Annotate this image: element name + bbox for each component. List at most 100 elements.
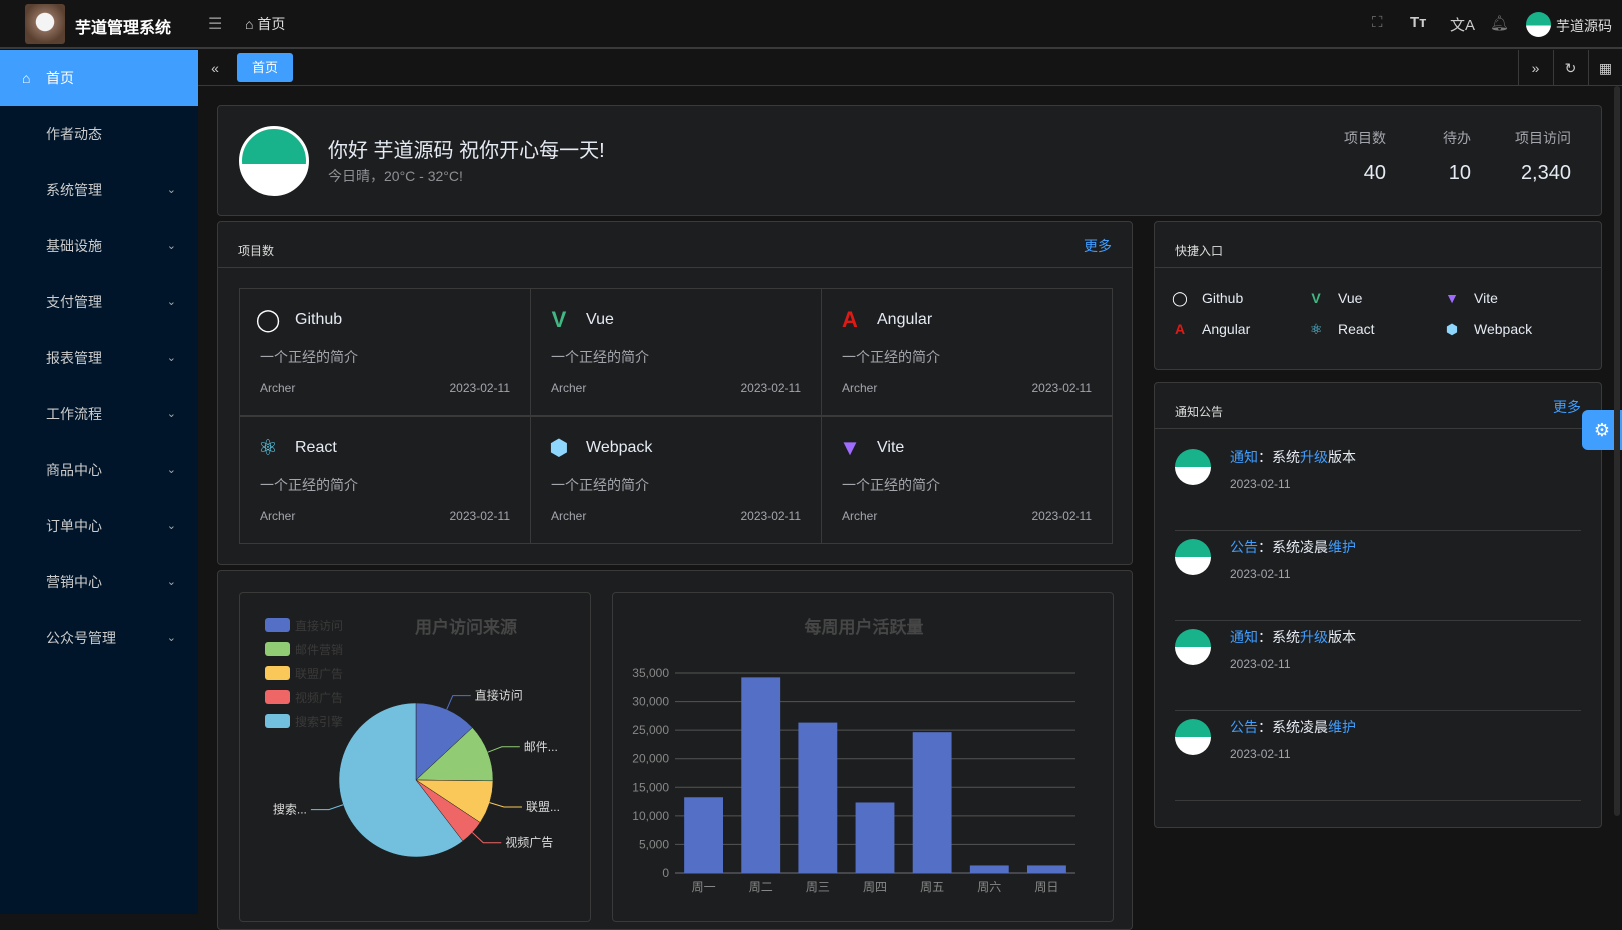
legend-swatch[interactable] [265, 666, 290, 680]
y-tick-label: 5,000 [639, 837, 669, 851]
project-date: 2023-02-11 [449, 381, 511, 395]
sidebar-item[interactable]: 报表管理 ⌄ [0, 330, 198, 386]
breadcrumb[interactable]: ⌂ 首页 [245, 14, 285, 34]
menu-toggle-icon[interactable]: ☰ [208, 16, 223, 33]
notice-date: 2023-02-11 [1230, 657, 1291, 671]
quick-entry-angular[interactable]: A Angular [1170, 321, 1250, 337]
sidebar-item[interactable]: 支付管理 ⌄ [0, 274, 198, 330]
project-author: Archer [842, 381, 878, 395]
bar[interactable] [912, 732, 952, 873]
sidebar-item[interactable]: 营销中心 ⌄ [0, 554, 198, 610]
bar[interactable] [684, 797, 723, 873]
charts-card: 用户访问来源 直接访问 邮件营销 联盟广告 视频广告 搜索引擎 直接访问 邮件... 联盟...… [217, 570, 1133, 930]
notice-date: 2023-02-11 [1230, 477, 1291, 491]
project-desc: 一个正经的简介 [551, 349, 649, 365]
bar[interactable] [741, 677, 781, 873]
bar[interactable] [969, 865, 1009, 873]
notice-card: 通知公告 更多 通知：系统升级版本 2023-02-11 公告：系统凌晨维护 2023… [1154, 382, 1602, 828]
project-author: Archer [260, 381, 296, 395]
legend-label[interactable]: 直接访问 [295, 618, 343, 633]
sidebar-item[interactable]: 系统管理 ⌄ [0, 162, 198, 218]
quick-entry-vue[interactable]: V Vue [1306, 290, 1362, 306]
quick-entry-react[interactable]: ⚛ React [1306, 321, 1375, 338]
legend-label[interactable]: 视频广告 [295, 690, 343, 705]
fullscreen-icon[interactable]: ⛶ [1372, 14, 1383, 31]
scroll-right-icon[interactable]: » [1518, 50, 1552, 86]
bar[interactable] [855, 802, 895, 873]
y-tick-label: 0 [662, 866, 669, 880]
notice-more-link[interactable]: 更多 [1553, 399, 1581, 415]
quick-entry-github[interactable]: ◯ Github [1170, 290, 1243, 307]
stat-item: 待办 10 [1443, 128, 1471, 185]
project-card[interactable]: ⬢ Webpack 一个正经的简介 Archer 2023-02-11 [530, 416, 822, 544]
project-card[interactable]: V Vue 一个正经的简介 Archer 2023-02-11 [530, 288, 822, 416]
username[interactable]: 芋道源码 [1556, 18, 1612, 34]
quick-entry-label: Webpack [1474, 321, 1533, 337]
notice-item[interactable]: 公告：系统凌晨维护 2023-02-11 [1175, 711, 1581, 801]
pie-label-line [446, 695, 471, 710]
bar-title: 每周用户活跃量 [805, 617, 924, 637]
sidebar-item[interactable]: 商品中心 ⌄ [0, 442, 198, 498]
legend-swatch[interactable] [265, 690, 290, 704]
legend-swatch[interactable] [265, 642, 290, 656]
notice-item[interactable]: 公告：系统凌晨维护 2023-02-11 [1175, 531, 1581, 621]
tab-home[interactable]: 首页 [237, 53, 293, 82]
sidebar-item[interactable]: 订单中心 ⌄ [0, 498, 198, 554]
webpack-icon: ⬢ [1445, 321, 1459, 337]
projects-more-link[interactable]: 更多 [1084, 238, 1112, 254]
scrollbar[interactable] [1614, 86, 1620, 816]
legend-label[interactable]: 联盟广告 [295, 667, 343, 681]
legend-label[interactable]: 搜索引擎 [295, 714, 343, 729]
pie-title: 用户访问来源 [415, 617, 517, 637]
translate-icon[interactable]: 文A [1450, 17, 1476, 34]
quick-entry-vite[interactable]: ▼ Vite [1442, 290, 1498, 306]
logo [25, 4, 65, 44]
pie-label-line [471, 832, 502, 844]
welcome-card: 你好 芋道源码 祝你开心每一天! 今日晴，20°C - 32°C! 项目数 40 待… [217, 105, 1602, 216]
bell-icon[interactable]: 🔔︎ [1490, 15, 1510, 32]
project-card[interactable]: ◯ Github 一个正经的简介 Archer 2023-02-11 [239, 288, 531, 416]
bar[interactable] [798, 722, 838, 873]
project-desc: 一个正经的简介 [260, 349, 358, 365]
quick-entry-webpack[interactable]: ⬢ Webpack [1442, 321, 1532, 338]
bar[interactable] [1027, 865, 1066, 873]
chevron-down-icon: ⌄ [166, 520, 176, 532]
pie-slice[interactable] [415, 727, 494, 782]
project-date: 2023-02-11 [1031, 381, 1093, 395]
sidebar-item[interactable]: ⌂ 首页 [0, 50, 198, 106]
stat-value: 10 [1448, 162, 1471, 184]
notice-type: 通知 [1230, 449, 1258, 465]
y-tick-label: 15,000 [632, 780, 669, 794]
sidebar-item[interactable]: 公众号管理 ⌄ [0, 610, 198, 666]
sidebar-item-label: 首页 [46, 70, 74, 86]
pie-slice[interactable] [415, 702, 473, 781]
greeting: 你好 芋道源码 祝你开心每一天! [328, 140, 605, 162]
refresh-icon[interactable]: ↻ [1553, 50, 1587, 86]
project-card[interactable]: A Angular 一个正经的简介 Archer 2023-02-11 [821, 288, 1113, 416]
legend-label[interactable]: 邮件营销 [295, 643, 343, 657]
home-icon: ⌂ [245, 16, 258, 32]
project-card[interactable]: ▼ Vite 一个正经的简介 Archer 2023-02-11 [821, 416, 1113, 544]
notice-text: 系统 [1272, 629, 1300, 645]
notice-highlight: 维护 [1328, 719, 1356, 735]
font-size-icon[interactable]: Tт [1410, 14, 1427, 31]
project-author: Archer [551, 509, 587, 523]
vite-icon: ▼ [839, 435, 861, 460]
tab-bar: « 首页 » ↻ ▦ [198, 50, 1622, 86]
notice-item[interactable]: 通知：系统升级版本 2023-02-11 [1175, 441, 1581, 531]
pie-slice-label: 视频广告 [505, 835, 553, 850]
scroll-left-icon[interactable]: « [211, 60, 219, 76]
legend-swatch[interactable] [265, 714, 290, 728]
grid-menu-icon[interactable]: ▦ [1588, 50, 1622, 86]
project-name: Webpack [586, 439, 653, 456]
sidebar-item[interactable]: 工作流程 ⌄ [0, 386, 198, 442]
avatar[interactable] [1526, 12, 1551, 37]
legend-swatch[interactable] [265, 618, 290, 632]
sidebar-item[interactable]: 基础设施 ⌄ [0, 218, 198, 274]
notice-type: 通知 [1230, 629, 1258, 645]
github-icon: ◯ [1172, 290, 1188, 306]
project-card[interactable]: ⚛ React 一个正经的简介 Archer 2023-02-11 [239, 416, 531, 544]
notice-item[interactable]: 通知：系统升级版本 2023-02-11 [1175, 621, 1581, 711]
notice-title: 通知公告 [1155, 383, 1601, 429]
sidebar-item[interactable]: 作者动态 [0, 106, 198, 162]
